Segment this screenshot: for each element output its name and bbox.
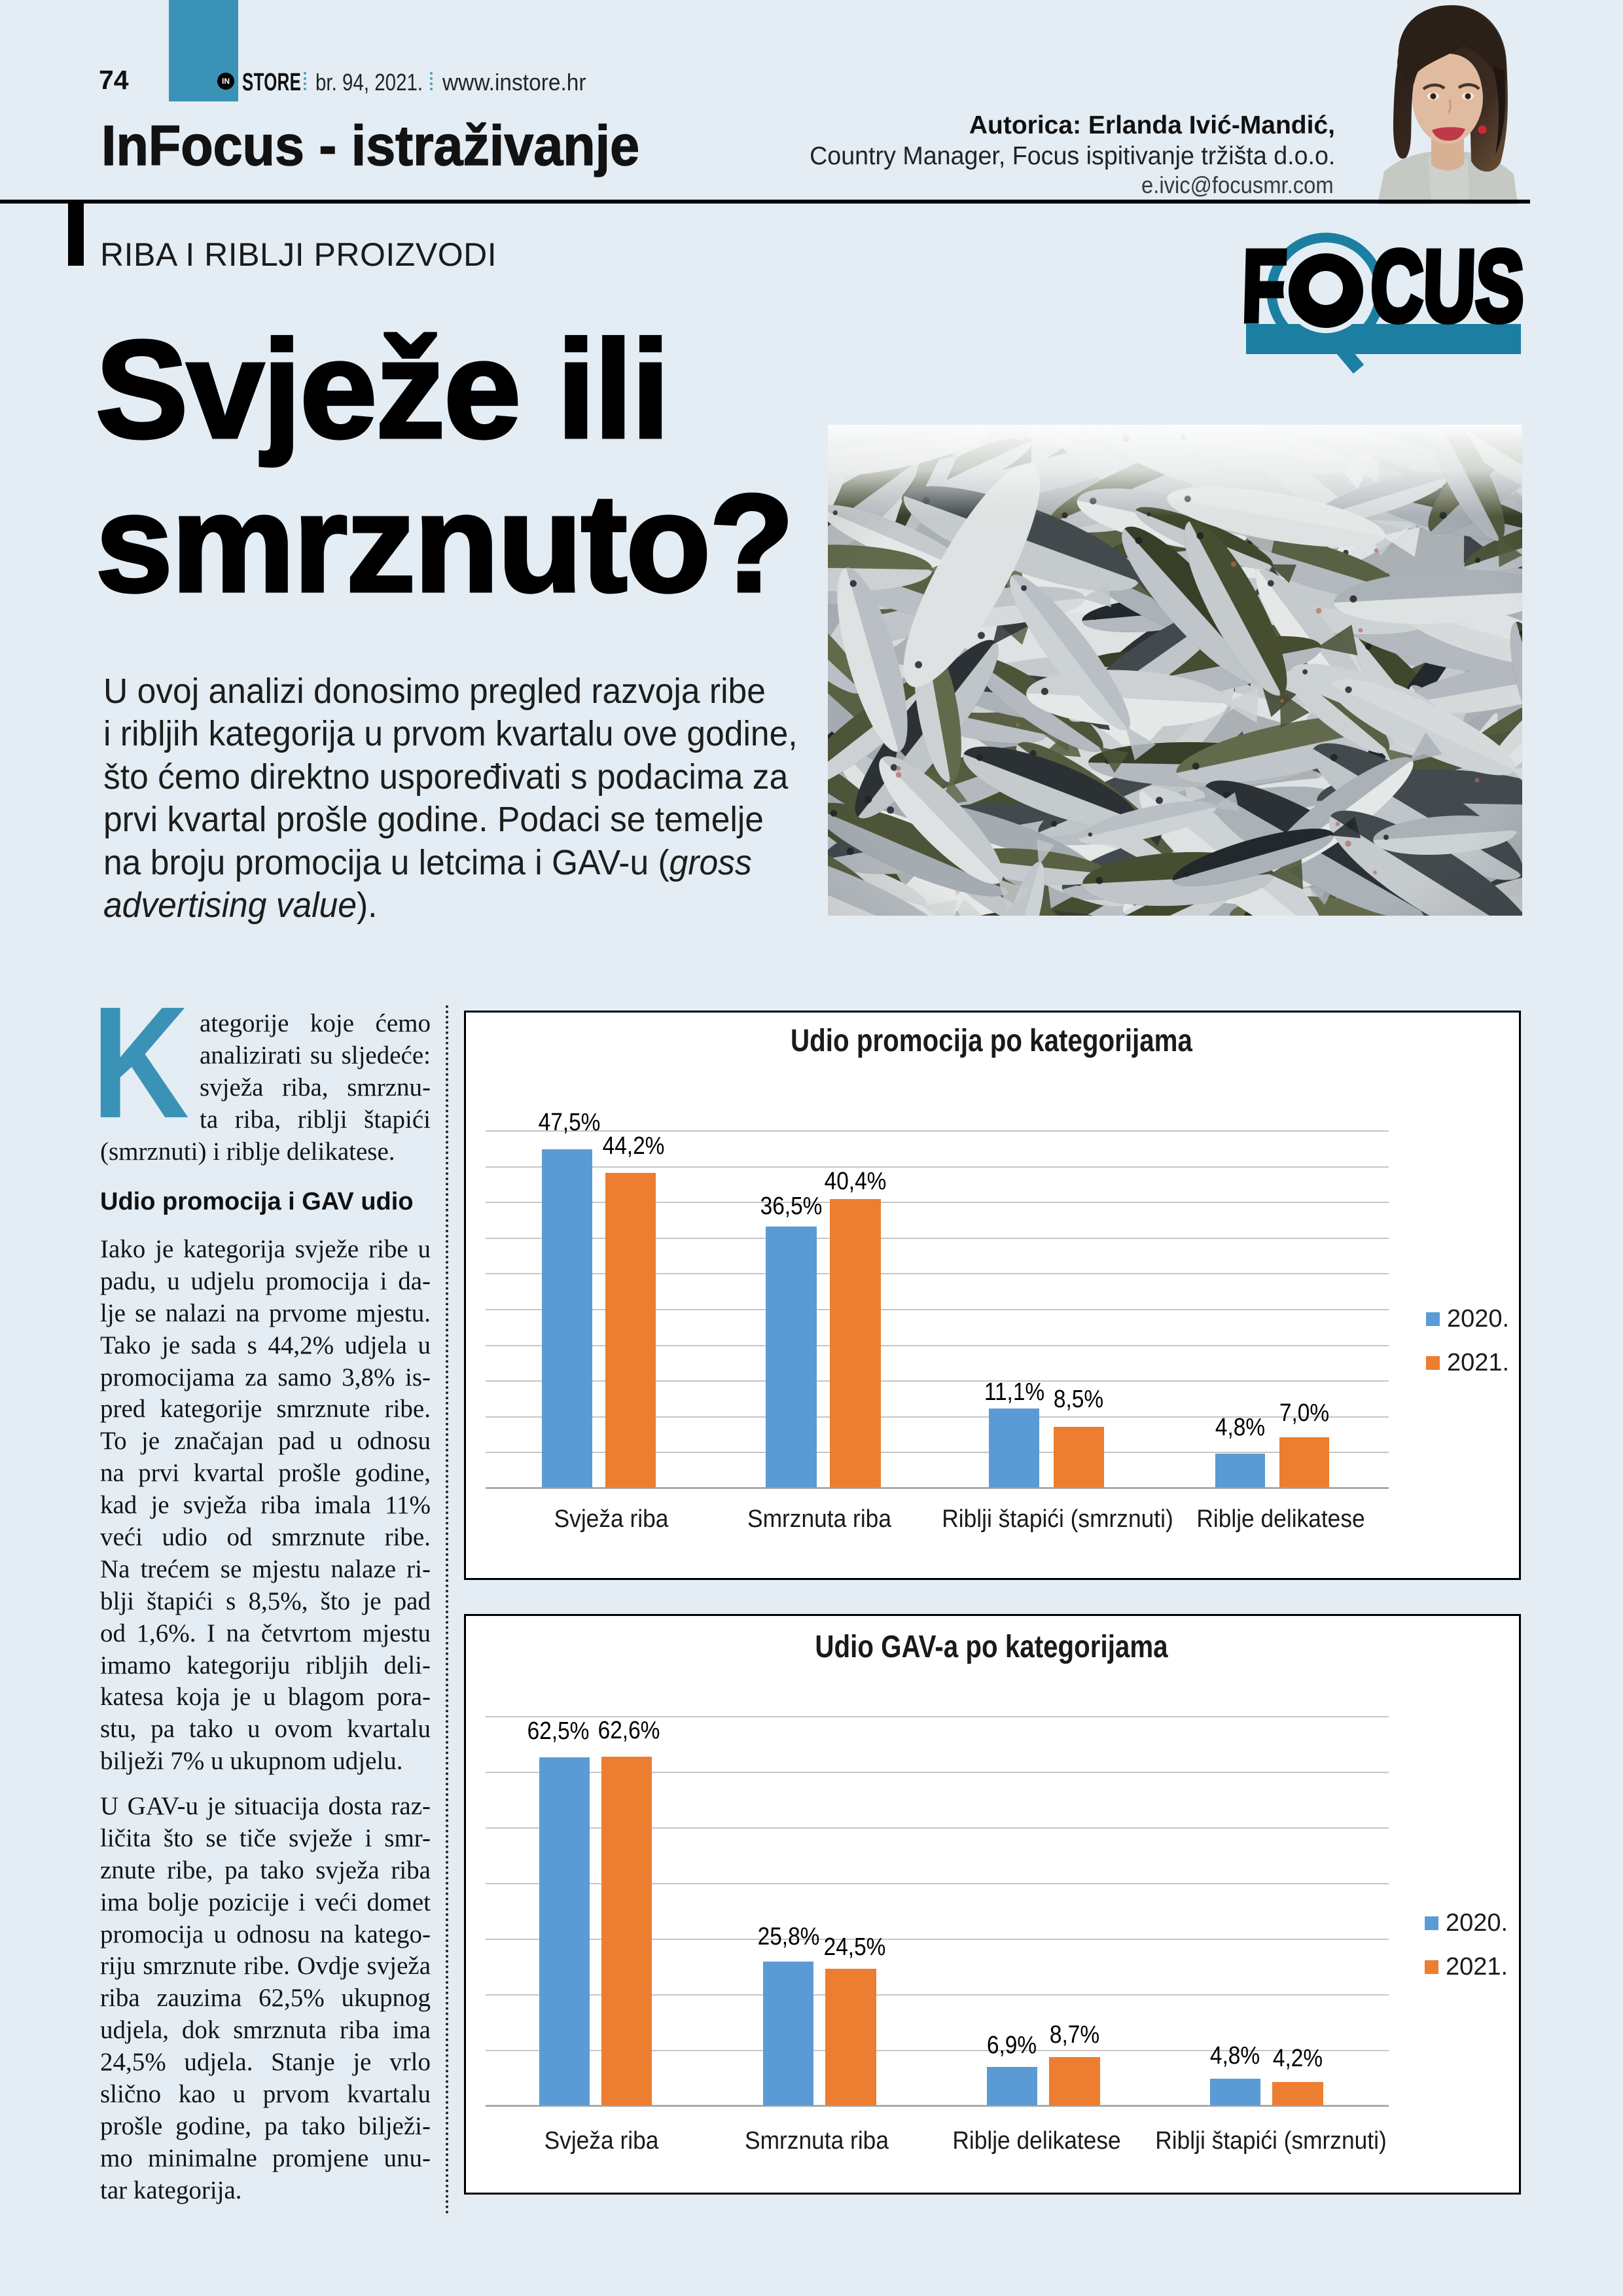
svg-text:F: F [1242, 230, 1288, 342]
svg-text:CUS: CUS [1370, 230, 1525, 342]
